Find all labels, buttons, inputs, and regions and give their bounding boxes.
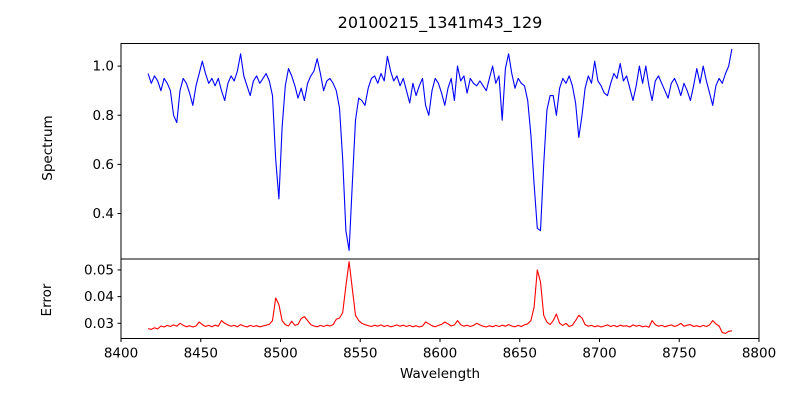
spectrum-y-axis-ticks: 0.4 0.6 0.8 1.0 (93, 59, 121, 222)
x-tick-label: 8450 (184, 346, 218, 362)
y-tick-label: 0.4 (93, 206, 114, 222)
y-tick-label: 1.0 (93, 59, 114, 75)
x-tick-label: 8800 (742, 346, 776, 362)
x-tick-label: 8700 (582, 346, 616, 362)
x-tick-label: 8750 (662, 346, 696, 362)
x-axis-label: Wavelength (399, 366, 481, 382)
y-tick-label: 0.03 (84, 316, 114, 332)
x-tick-label: 8650 (503, 346, 537, 362)
x-tick-label: 8600 (423, 346, 457, 362)
spectrum-panel-frame (120, 43, 760, 260)
y-tick-label: 0.6 (93, 157, 114, 173)
x-tick-label: 8500 (263, 346, 297, 362)
y-tick-label: 0.8 (93, 108, 114, 124)
y-tick-label: 0.05 (84, 262, 114, 278)
error-y-axis-ticks: 0.03 0.04 0.05 (84, 262, 121, 332)
y-tick-label: 0.04 (84, 289, 114, 305)
x-tick-label: 8550 (343, 346, 377, 362)
error-y-axis-label: Error (39, 283, 55, 317)
plot-title: 20100215_1341m43_129 (337, 13, 543, 32)
x-tick-label: 8400 (104, 346, 138, 362)
spectrum-line (147, 48, 733, 251)
x-axis-ticks: 8400 8450 8500 8550 8600 8650 8700 8750 8800 (104, 338, 776, 362)
error-line (147, 261, 732, 334)
